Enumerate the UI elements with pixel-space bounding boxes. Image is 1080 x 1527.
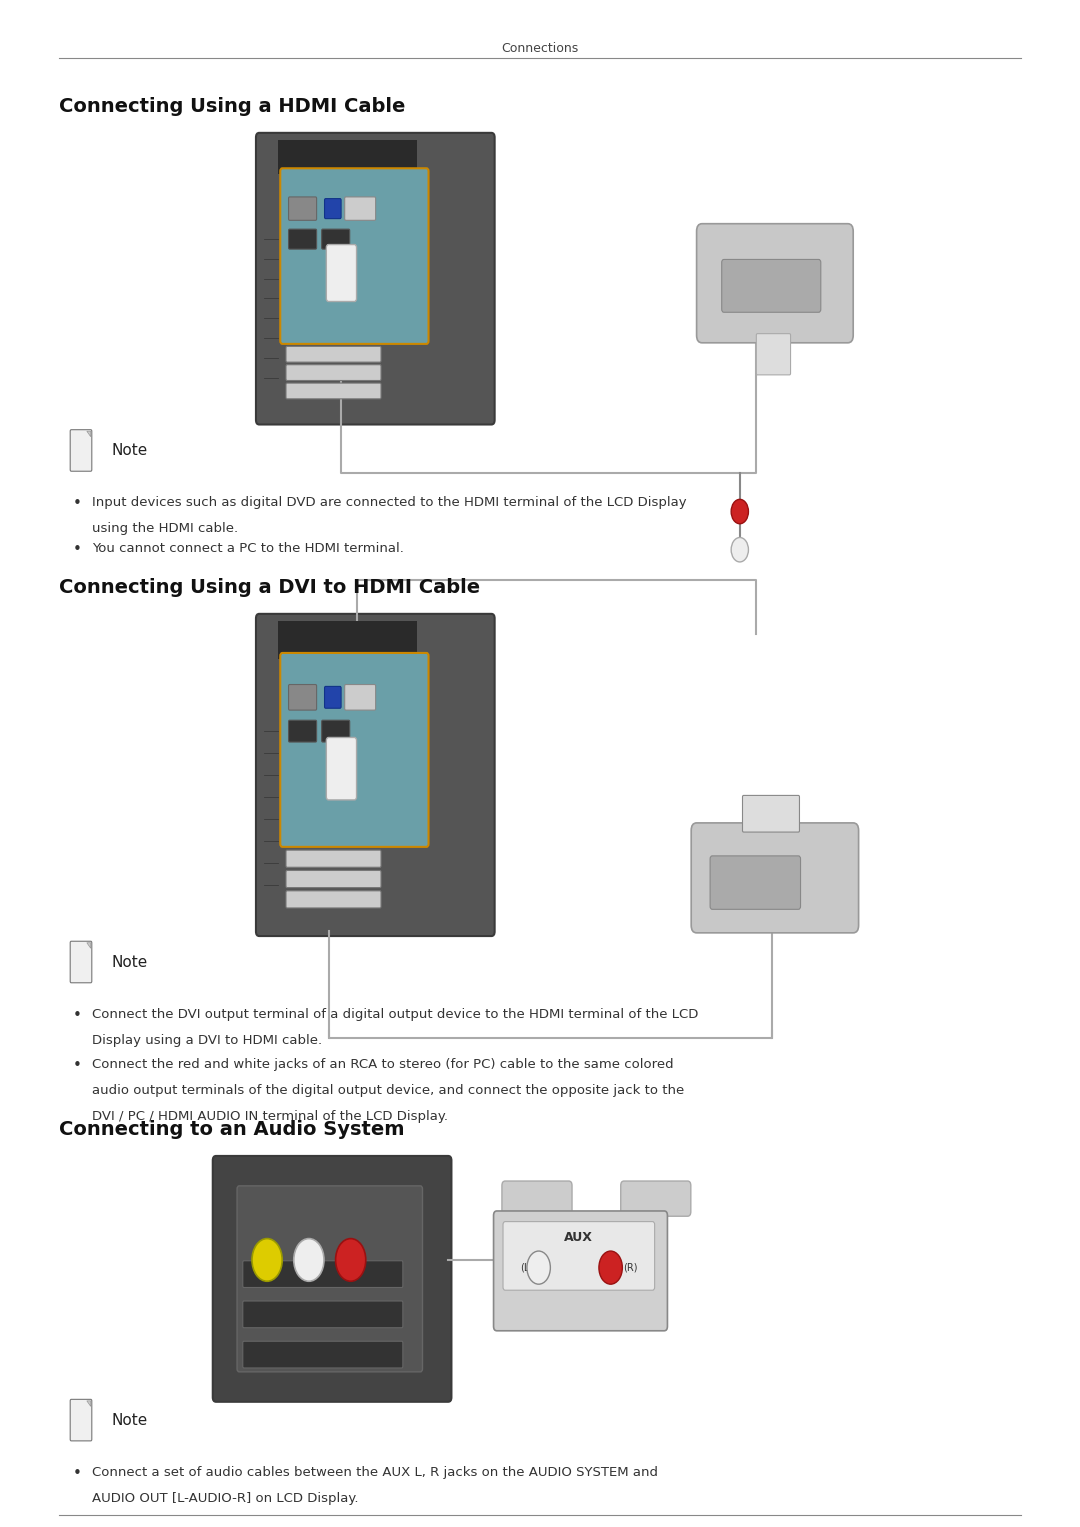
FancyBboxPatch shape bbox=[288, 721, 316, 742]
Text: Connect the red and white jacks of an RCA to stereo (for PC) cable to the same c: Connect the red and white jacks of an RC… bbox=[92, 1058, 674, 1072]
Circle shape bbox=[294, 1238, 324, 1281]
FancyBboxPatch shape bbox=[286, 890, 381, 909]
FancyBboxPatch shape bbox=[711, 855, 800, 909]
FancyBboxPatch shape bbox=[286, 347, 381, 362]
FancyBboxPatch shape bbox=[756, 333, 791, 374]
FancyBboxPatch shape bbox=[288, 229, 316, 249]
FancyBboxPatch shape bbox=[345, 684, 376, 710]
FancyBboxPatch shape bbox=[70, 941, 92, 983]
FancyBboxPatch shape bbox=[286, 870, 381, 887]
Text: Input devices such as digital DVD are connected to the HDMI terminal of the LCD : Input devices such as digital DVD are co… bbox=[92, 496, 687, 510]
Text: Connecting Using a DVI to HDMI Cable: Connecting Using a DVI to HDMI Cable bbox=[59, 579, 481, 597]
Text: AUDIO OUT [L-AUDIO-R] on LCD Display.: AUDIO OUT [L-AUDIO-R] on LCD Display. bbox=[92, 1492, 359, 1506]
Text: DVI / PC / HDMI AUDIO IN terminal of the LCD Display.: DVI / PC / HDMI AUDIO IN terminal of the… bbox=[92, 1110, 448, 1124]
Text: Display using a DVI to HDMI cable.: Display using a DVI to HDMI cable. bbox=[92, 1034, 322, 1048]
FancyBboxPatch shape bbox=[326, 738, 356, 800]
Polygon shape bbox=[86, 1400, 91, 1406]
Text: •: • bbox=[72, 1008, 81, 1023]
FancyBboxPatch shape bbox=[243, 1261, 403, 1287]
Text: AUX: AUX bbox=[565, 1231, 593, 1245]
Circle shape bbox=[527, 1251, 551, 1284]
Text: using the HDMI cable.: using the HDMI cable. bbox=[92, 522, 238, 536]
FancyBboxPatch shape bbox=[70, 1399, 92, 1441]
FancyBboxPatch shape bbox=[288, 684, 316, 710]
FancyBboxPatch shape bbox=[281, 168, 429, 344]
Text: (L): (L) bbox=[521, 1263, 534, 1272]
Text: You cannot connect a PC to the HDMI terminal.: You cannot connect a PC to the HDMI term… bbox=[92, 542, 404, 556]
FancyBboxPatch shape bbox=[238, 1186, 422, 1371]
Text: •: • bbox=[72, 542, 81, 557]
FancyBboxPatch shape bbox=[502, 1180, 572, 1215]
Text: •: • bbox=[72, 496, 81, 512]
FancyBboxPatch shape bbox=[286, 365, 381, 380]
Circle shape bbox=[599, 1251, 622, 1284]
Text: (R): (R) bbox=[623, 1263, 638, 1272]
FancyBboxPatch shape bbox=[256, 133, 495, 425]
FancyBboxPatch shape bbox=[322, 721, 350, 742]
FancyBboxPatch shape bbox=[243, 1301, 403, 1327]
Circle shape bbox=[336, 1238, 366, 1281]
Text: Connect the DVI output terminal of a digital output device to the HDMI terminal : Connect the DVI output terminal of a dig… bbox=[92, 1008, 698, 1022]
FancyBboxPatch shape bbox=[288, 197, 316, 220]
Text: •: • bbox=[72, 1058, 81, 1073]
Text: Connect a set of audio cables between the AUX L, R jacks on the AUDIO SYSTEM and: Connect a set of audio cables between th… bbox=[92, 1466, 658, 1480]
Text: •: • bbox=[72, 1466, 81, 1481]
Polygon shape bbox=[86, 942, 91, 948]
FancyBboxPatch shape bbox=[494, 1211, 667, 1330]
FancyBboxPatch shape bbox=[721, 260, 821, 312]
Text: Connecting to an Audio System: Connecting to an Audio System bbox=[59, 1121, 405, 1139]
Bar bbox=[278, 140, 417, 174]
Polygon shape bbox=[86, 431, 91, 437]
Circle shape bbox=[731, 538, 748, 562]
FancyBboxPatch shape bbox=[621, 1180, 691, 1215]
FancyBboxPatch shape bbox=[70, 429, 92, 472]
FancyBboxPatch shape bbox=[697, 223, 853, 342]
Text: Note: Note bbox=[111, 1412, 148, 1428]
Text: audio output terminals of the digital output device, and connect the opposite ja: audio output terminals of the digital ou… bbox=[92, 1084, 684, 1098]
FancyBboxPatch shape bbox=[322, 229, 350, 249]
FancyBboxPatch shape bbox=[503, 1222, 654, 1290]
FancyBboxPatch shape bbox=[281, 654, 429, 847]
FancyBboxPatch shape bbox=[326, 244, 356, 301]
Text: Note: Note bbox=[111, 954, 148, 970]
Text: Note: Note bbox=[111, 443, 148, 458]
FancyBboxPatch shape bbox=[286, 851, 381, 867]
Text: Connections: Connections bbox=[501, 43, 579, 55]
FancyBboxPatch shape bbox=[324, 687, 341, 709]
FancyBboxPatch shape bbox=[743, 796, 799, 832]
Bar bbox=[278, 621, 417, 660]
FancyBboxPatch shape bbox=[691, 823, 859, 933]
Text: Connecting Using a HDMI Cable: Connecting Using a HDMI Cable bbox=[59, 98, 406, 116]
FancyBboxPatch shape bbox=[243, 1341, 403, 1368]
FancyBboxPatch shape bbox=[286, 383, 381, 399]
Circle shape bbox=[731, 499, 748, 524]
FancyBboxPatch shape bbox=[324, 199, 341, 218]
FancyBboxPatch shape bbox=[213, 1156, 451, 1402]
Circle shape bbox=[252, 1238, 282, 1281]
FancyBboxPatch shape bbox=[345, 197, 376, 220]
FancyBboxPatch shape bbox=[256, 614, 495, 936]
